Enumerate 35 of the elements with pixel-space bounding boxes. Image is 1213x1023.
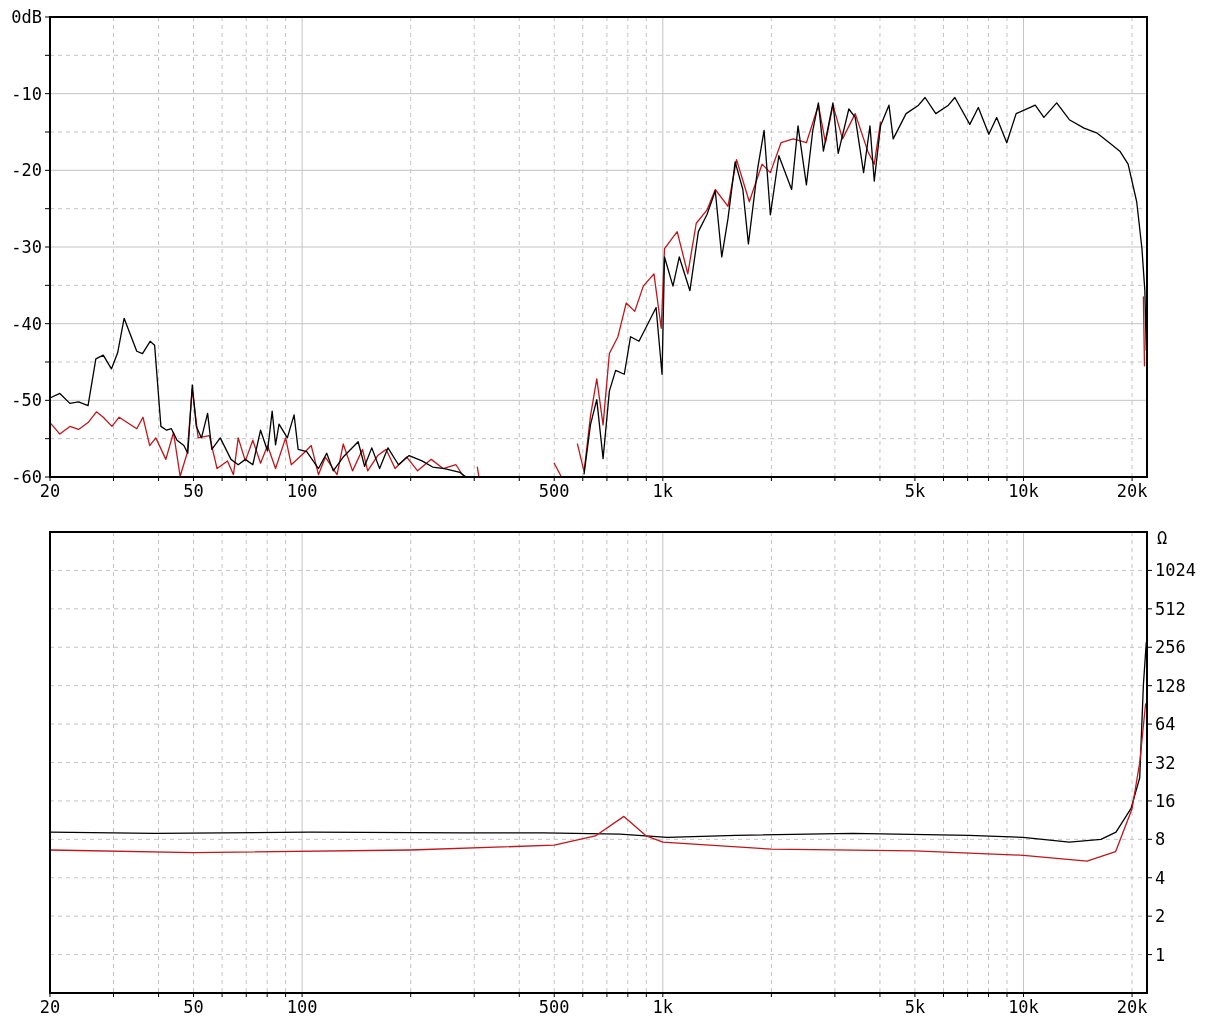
y-tick-label: 1024 [1155, 560, 1196, 581]
y-tick-label: -60 [11, 467, 42, 487]
y-tick-label: 32 [1155, 752, 1176, 773]
y-tick-label: 2 [1155, 906, 1166, 927]
y-tick-label: 0dB [11, 7, 42, 27]
y-tick-label: 128 [1155, 675, 1186, 696]
y-tick-label: 512 [1155, 598, 1186, 619]
x-tick-label: 10k [1008, 997, 1039, 1017]
x-tick-label: 5k [904, 481, 926, 501]
y-tick-label: 4 [1155, 867, 1166, 888]
y-axis-title: Ω [1157, 528, 1168, 548]
x-tick-label: 500 [538, 997, 570, 1017]
x-tick-label: 10k [1008, 481, 1039, 501]
x-tick-label: 50 [183, 481, 204, 501]
y-tick-label: 8 [1155, 829, 1166, 850]
x-tick-label: 100 [286, 481, 318, 501]
y-tick-label: 16 [1155, 790, 1176, 811]
y-tick-label: 256 [1155, 637, 1186, 658]
x-tick-label: 20k [1116, 481, 1148, 501]
x-tick-label: 20k [1116, 997, 1148, 1017]
y-tick-label: -40 [11, 313, 42, 334]
x-tick-label: 500 [538, 481, 570, 501]
y-tick-label: 64 [1155, 714, 1176, 735]
x-tick-label: 1k [652, 481, 674, 501]
y-tick-label: 1 [1155, 944, 1166, 965]
x-tick-label: 50 [183, 997, 204, 1017]
x-tick-label: 5k [904, 997, 926, 1017]
x-tick-label: 20 [39, 481, 61, 501]
x-tick-label: 100 [286, 997, 318, 1017]
y-tick-label: -10 [11, 83, 42, 104]
y-tick-label: -50 [11, 390, 42, 411]
y-tick-label: -30 [11, 237, 42, 257]
x-tick-label: 1k [652, 997, 674, 1017]
y-tick-label: -20 [11, 160, 42, 181]
x-tick-label: 20 [39, 997, 61, 1017]
